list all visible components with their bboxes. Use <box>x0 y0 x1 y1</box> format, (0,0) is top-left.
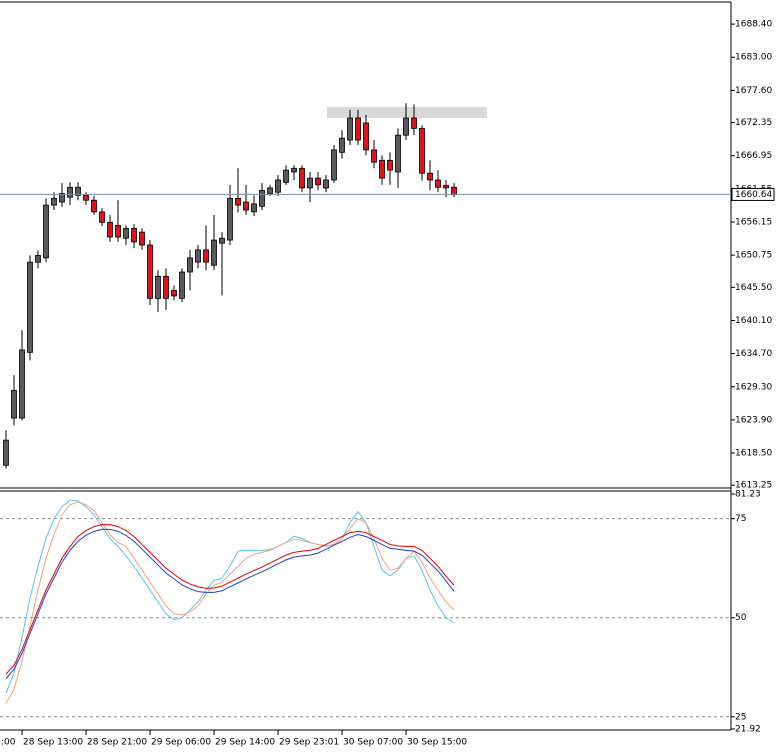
time-label: 30 Sep 07:00 <box>343 738 403 748</box>
candle-body <box>387 159 393 171</box>
candle-body <box>363 122 369 151</box>
candle-body <box>323 179 329 189</box>
y-tick-label: 1666.95 <box>735 151 772 161</box>
candle-body <box>259 189 265 207</box>
candle-body <box>379 159 385 179</box>
y-tick-label: 1672.35 <box>735 118 772 128</box>
candle-body <box>235 197 241 206</box>
y-tick-label: 21.92 <box>735 725 761 735</box>
y-tick-label: 25 <box>735 712 746 722</box>
y-tick-label: 81.23 <box>735 490 761 500</box>
candle-body <box>163 275 169 299</box>
candle-body <box>435 179 441 188</box>
current-price-label: 1660.64 <box>735 190 772 200</box>
candle-body <box>195 249 201 263</box>
candle-body <box>107 221 113 238</box>
time-label: 28 Sep 13:00 <box>23 738 83 748</box>
candle-body <box>211 239 217 266</box>
candle-body <box>99 211 105 223</box>
candle-body <box>283 169 289 183</box>
candle-body <box>115 224 121 238</box>
y-tick-label: 1613.25 <box>735 481 772 491</box>
candle-body <box>83 194 89 201</box>
candle-body <box>395 134 401 173</box>
candle-body <box>339 137 345 153</box>
candle-body <box>67 186 73 198</box>
candle-body <box>123 228 129 239</box>
candle-body <box>139 231 145 246</box>
time-label: 29 Sep 14:00 <box>215 738 275 748</box>
candle-body <box>51 197 57 206</box>
candle-body <box>27 261 33 353</box>
indicator-line <box>5 524 455 675</box>
candle-body <box>403 117 409 136</box>
y-tick-label: 1629.30 <box>735 382 772 392</box>
candle-body <box>307 177 313 189</box>
candle-body <box>11 390 17 419</box>
candle-body <box>203 249 209 263</box>
time-label-clipped: :00 <box>1 738 16 748</box>
candle-body <box>347 117 353 141</box>
y-tick-label: 75 <box>735 514 746 524</box>
candle-body <box>443 185 449 189</box>
candle-body <box>43 204 49 259</box>
candle-body <box>267 187 273 194</box>
time-label: 29 Sep 06:00 <box>151 738 211 748</box>
candle-body <box>3 439 9 466</box>
candle-body <box>371 149 377 163</box>
y-tick-label: 1677.60 <box>735 86 772 96</box>
candle-body <box>275 179 281 193</box>
y-tick-label: 1683.00 <box>735 53 772 63</box>
candle-body <box>179 271 185 299</box>
y-tick-label: 1634.70 <box>735 349 772 359</box>
candle-body <box>299 167 305 189</box>
time-label: 30 Sep 15:00 <box>407 738 467 748</box>
y-tick-label: 1688.40 <box>735 20 772 30</box>
candle-body <box>75 186 81 196</box>
y-tick-label: 50 <box>735 613 747 623</box>
candle-body <box>219 237 225 244</box>
candle-body <box>147 244 153 299</box>
zone-rectangle <box>327 107 487 118</box>
candle-body <box>19 349 25 419</box>
candle-body <box>291 167 297 173</box>
current-price-box <box>731 187 775 201</box>
y-tick-label: 1623.90 <box>735 415 772 425</box>
candle-body <box>411 117 417 129</box>
candle-body <box>59 193 65 203</box>
y-tick-label: 1645.50 <box>735 283 772 293</box>
y-tick-label: 1640.10 <box>735 316 772 326</box>
candle-body <box>451 186 457 196</box>
candle-body <box>315 177 321 186</box>
candle-body <box>251 203 257 213</box>
candle-body <box>131 228 137 243</box>
candle-body <box>355 117 361 141</box>
y-tick-label: 1656.15 <box>735 217 772 227</box>
candle-body <box>91 199 97 213</box>
candle-body <box>419 128 425 174</box>
candle-body <box>171 290 177 297</box>
time-label: 29 Sep 23:01 <box>279 738 339 748</box>
time-label: 28 Sep 21:00 <box>87 738 147 748</box>
indicator-line <box>5 501 455 704</box>
candle-body <box>187 257 193 273</box>
candle-body <box>331 149 337 181</box>
y-tick-label: 1650.75 <box>735 251 772 261</box>
candle-body <box>427 172 433 181</box>
candle-body <box>227 197 233 241</box>
indicator-line <box>5 528 455 680</box>
y-tick-label: 1618.50 <box>735 449 772 459</box>
candle-body <box>35 255 41 263</box>
candle-body <box>243 201 249 211</box>
candle-body <box>155 275 161 299</box>
